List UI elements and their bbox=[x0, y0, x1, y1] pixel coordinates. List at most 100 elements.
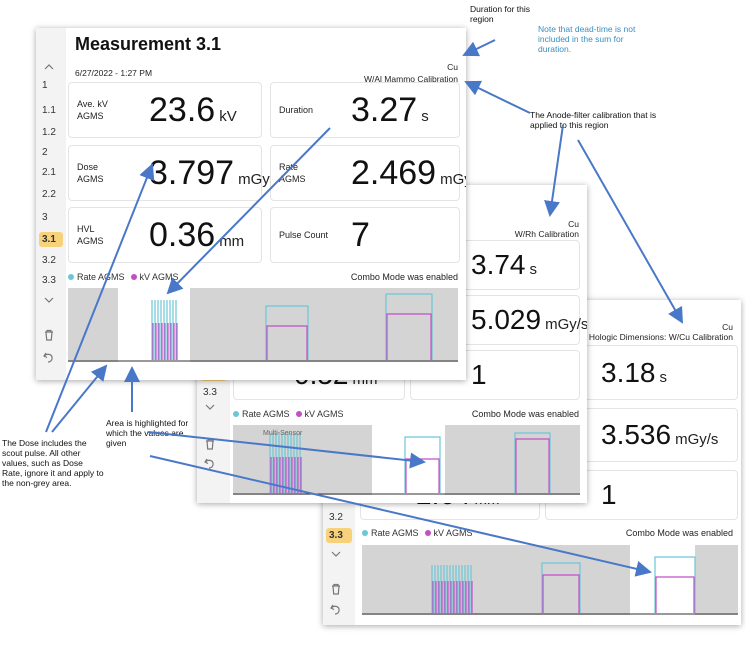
nav-item[interactable]: 3.2 bbox=[329, 512, 343, 523]
value-number: 7 bbox=[351, 215, 370, 254]
value-number: 0.36 bbox=[149, 215, 216, 254]
scroll-down[interactable] bbox=[203, 400, 217, 414]
value-number: 3.74 bbox=[471, 249, 526, 280]
metric-source: AGMS bbox=[77, 111, 104, 121]
delete-button-glyph bbox=[206, 438, 214, 450]
scroll-down-glyph bbox=[331, 551, 341, 557]
dead-time-note: Note that dead-time is not included in t… bbox=[538, 24, 636, 54]
nav-item[interactable]: 3.1 bbox=[39, 232, 63, 247]
value-number: 3.18 bbox=[601, 356, 656, 388]
nav-item[interactable]: 3.3 bbox=[326, 528, 352, 543]
metric-value: 3.797 mGy bbox=[149, 154, 270, 193]
metric-label: Duration bbox=[271, 104, 351, 116]
value-number: 23.6 bbox=[149, 90, 216, 129]
legend-label: Rate AGMS bbox=[371, 528, 419, 538]
pulse bbox=[265, 305, 309, 360]
calibration: W/Al Mammo Calibration bbox=[364, 74, 458, 84]
highlighted-area bbox=[118, 288, 190, 362]
legend: Rate AGMS kV AGMS bbox=[62, 272, 179, 282]
metric-card: Dose AGMS 3.797 mGy bbox=[68, 145, 270, 201]
value-number: 2.469 bbox=[351, 153, 437, 192]
date: 6/27/2022 - 1:27 PM bbox=[75, 68, 153, 78]
metric-label: Rate AGMS bbox=[271, 161, 351, 185]
value-unit: mGy bbox=[238, 170, 270, 188]
calibration: Hologic Dimensions: W/Cu Calibration bbox=[588, 332, 733, 342]
metric-value: 0.36 mm bbox=[149, 216, 244, 255]
annotation-arrow bbox=[464, 80, 531, 114]
pulse-chart bbox=[362, 545, 738, 615]
scroll-down[interactable] bbox=[42, 293, 56, 307]
nav-item[interactable]: 3.3 bbox=[42, 275, 56, 286]
nav-item[interactable]: 3 bbox=[42, 212, 48, 223]
nav-item[interactable]: 2.1 bbox=[42, 167, 56, 178]
pulse bbox=[655, 576, 695, 613]
metric-value: 2.469mGy/s bbox=[351, 154, 466, 193]
undo-button[interactable] bbox=[42, 350, 56, 364]
sidebar: 1 1.1 1.2 2 2.1 2.2 3 3.1 3.2 3.3 bbox=[36, 28, 66, 380]
value-number: 5.029 bbox=[471, 304, 542, 335]
undo-button[interactable] bbox=[203, 456, 217, 470]
legend-swatch bbox=[362, 530, 368, 536]
legend: Rate AGMS kV AGMS bbox=[356, 528, 473, 538]
nav-item[interactable]: 1.2 bbox=[42, 127, 56, 138]
scroll-up[interactable] bbox=[42, 60, 56, 74]
filter: Cu bbox=[568, 219, 579, 229]
value-number: 3.797 bbox=[149, 153, 235, 192]
metric-name: Pulse Count bbox=[279, 230, 329, 240]
value-unit: mGy/s bbox=[440, 170, 466, 188]
legend-swatch bbox=[295, 411, 302, 417]
metric-name: HVL bbox=[77, 224, 95, 234]
dose-note: The Dose includes the scout pulse. All o… bbox=[2, 438, 104, 488]
undo-button[interactable] bbox=[329, 602, 343, 616]
value-number: 1 bbox=[601, 479, 617, 510]
delete-button[interactable] bbox=[203, 437, 217, 451]
nav-item[interactable]: 3.3 bbox=[203, 387, 217, 398]
undo-button-glyph bbox=[330, 604, 340, 615]
metric-source: AGMS bbox=[279, 174, 306, 184]
nav-item[interactable]: 1 bbox=[42, 80, 48, 91]
metric-card: Ave. kV AGMS 23.6 kV bbox=[68, 82, 262, 138]
value-number: 3.536 bbox=[601, 419, 672, 450]
pulse bbox=[386, 313, 432, 360]
pulse bbox=[266, 325, 308, 360]
value-unit: s bbox=[529, 261, 538, 278]
value-number: 1 bbox=[471, 359, 487, 390]
metric-card: 1 bbox=[410, 350, 580, 400]
metric-label: Ave. kV AGMS bbox=[69, 98, 149, 122]
metric-label: Dose AGMS bbox=[69, 161, 149, 185]
highlight-note: Area is highlighted for which the values… bbox=[106, 418, 189, 448]
legend-swatch bbox=[68, 274, 74, 280]
value-number: 3.27 bbox=[351, 90, 418, 129]
legend: Rate AGMS kV AGMS bbox=[227, 409, 344, 419]
value-unit: s bbox=[659, 368, 668, 386]
metric-value: 1 bbox=[471, 359, 487, 391]
panel: 1 1.1 1.2 2 2.1 2.2 3 3.1 3.2 3.3 Measurement 3.1 6… bbox=[36, 28, 466, 380]
nav-item[interactable]: 2.2 bbox=[42, 189, 56, 200]
delete-button[interactable] bbox=[42, 328, 56, 342]
nav-item[interactable]: 2 bbox=[42, 147, 48, 158]
value-unit: mGy/s bbox=[545, 316, 587, 333]
combo-note: Combo Mode was enabled bbox=[625, 528, 733, 538]
metric-value: 3.18 s bbox=[601, 357, 667, 389]
legend-label: Rate AGMS bbox=[77, 272, 125, 282]
value-unit: kV bbox=[219, 107, 237, 125]
scroll-down[interactable] bbox=[329, 547, 343, 561]
filter: Cu bbox=[447, 62, 458, 72]
metric-value: 3.27 s bbox=[351, 91, 429, 130]
delete-button[interactable] bbox=[329, 582, 343, 596]
legend-label: Rate AGMS bbox=[242, 409, 290, 419]
chart-label: Multi-Sensor bbox=[263, 430, 303, 437]
metric-value: 3.74 s bbox=[471, 249, 537, 281]
nav-item[interactable]: 3.2 bbox=[42, 255, 56, 266]
calibration: W/Rh Calibration bbox=[514, 229, 579, 239]
highlighted-area bbox=[630, 545, 695, 615]
nav-item[interactable]: 1.1 bbox=[42, 105, 56, 116]
combo-note: Combo Mode was enabled bbox=[350, 272, 458, 282]
legend-swatch bbox=[424, 530, 431, 536]
title: Measurement 3.1 bbox=[75, 34, 222, 54]
delete-button-glyph bbox=[45, 329, 53, 341]
scroll-down-glyph bbox=[205, 404, 215, 410]
metric-source: AGMS bbox=[77, 236, 104, 246]
value-unit: mGy/s bbox=[675, 431, 719, 448]
